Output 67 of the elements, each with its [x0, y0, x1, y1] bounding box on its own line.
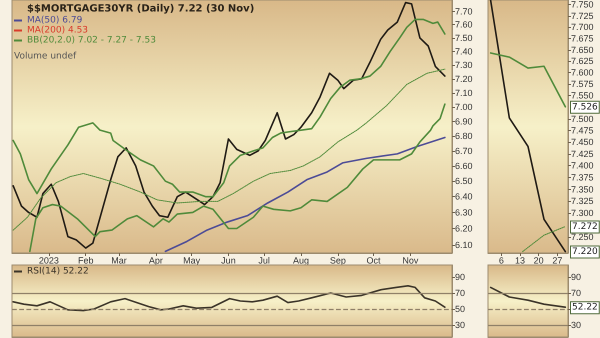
y-tick-label: 6.30	[455, 207, 473, 218]
y-tick-label: 6.70	[455, 146, 473, 156]
y-tick-label: 7.700	[571, 22, 594, 32]
y-tick-label: 7.475	[571, 126, 594, 136]
y-tick-label: 7.600	[571, 68, 594, 78]
annotation: 7.272	[572, 222, 598, 232]
y-tick-label: 6.50	[455, 176, 473, 186]
annotation: 7.220	[572, 247, 598, 258]
y-tick-label: 6.90	[455, 116, 473, 126]
y-tick-label: 7.10	[455, 88, 473, 98]
y-tick-label: 7.30	[455, 60, 473, 70]
y-tick-label: 7.725	[571, 10, 594, 21]
y-tick-label: 7.50	[455, 32, 473, 43]
annotation: Volume undef	[14, 52, 77, 62]
x-tick-label: 6	[498, 256, 504, 266]
y-tick-label: 6.10	[455, 240, 473, 250]
legend-label: BB(20,2.0) 7.02 - 7.27 - 7.53	[27, 36, 156, 46]
y-tick-label: 7.675	[571, 33, 594, 44]
x-tick-label: 13	[514, 256, 526, 266]
y-tick-label: 7.40	[455, 46, 473, 56]
y-tick-label: 6.40	[455, 192, 473, 202]
y-tick-label: 7.20	[455, 74, 473, 84]
y-tick-label: 50	[455, 304, 466, 314]
y-tick-label: 70	[455, 288, 466, 298]
y-tick-label: 30	[455, 320, 466, 330]
x-tick-label: Apr	[148, 256, 163, 266]
y-tick-label: 90	[455, 272, 466, 282]
x-tick-label: Sep	[330, 256, 346, 266]
y-tick-label: 7.60	[455, 20, 473, 30]
y-tick-label: 7.400	[571, 160, 594, 171]
x-tick-label: May	[183, 256, 201, 266]
legend-label: MA(200) 4.53	[27, 26, 88, 36]
y-tick-label: 7.250	[571, 232, 594, 242]
x-tick-label: Mar	[111, 256, 127, 266]
x-tick-label: 27	[552, 256, 562, 266]
y-tick-label: 6.80	[455, 131, 473, 142]
y-tick-label: 7.650	[571, 44, 594, 55]
y-tick-label: 7.550	[571, 90, 594, 101]
x-tick-label: 2023	[38, 256, 59, 266]
x-tick-label: Oct	[366, 256, 382, 266]
x-tick-label: 20	[534, 256, 544, 266]
y-tick-label: 7.450	[571, 137, 594, 148]
y-tick-label: 7.750	[571, 0, 594, 10]
chart-title: $$MORTGAGE30YR (Daily) 7.22 (30 Nov)	[27, 4, 254, 14]
annotation: 52.22	[572, 302, 598, 313]
y-tick-label: 6.20	[455, 223, 473, 234]
y-tick-label: 90	[571, 272, 582, 282]
y-tick-label: 7.375	[571, 172, 594, 182]
legend-label: RSI(14) 52.22	[27, 266, 89, 276]
x-tick-label: Feb	[78, 256, 94, 266]
legend-label: MA(50) 6.79	[27, 16, 83, 26]
y-tick-label: 7.425	[571, 148, 594, 159]
y-tick-label: 7.350	[571, 184, 594, 194]
y-tick-label: 6.60	[455, 160, 473, 171]
y-tick-label: 7.575	[571, 79, 594, 90]
y-tick-label: 7.70	[455, 6, 473, 17]
y-tick-label: 7.625	[571, 56, 594, 66]
x-tick-label: Jul	[258, 256, 270, 266]
annotation: 7.526	[572, 102, 598, 112]
y-tick-label: 7.325	[571, 196, 594, 206]
y-tick-label: 7.300	[571, 208, 594, 218]
y-tick-label: 70	[571, 288, 582, 298]
x-tick-label: Jun	[221, 256, 236, 266]
y-tick-label: 7.500	[571, 114, 594, 124]
x-tick-label: Nov	[402, 256, 419, 266]
y-tick-label: 7.00	[455, 102, 473, 112]
y-tick-label: 30	[571, 320, 582, 330]
